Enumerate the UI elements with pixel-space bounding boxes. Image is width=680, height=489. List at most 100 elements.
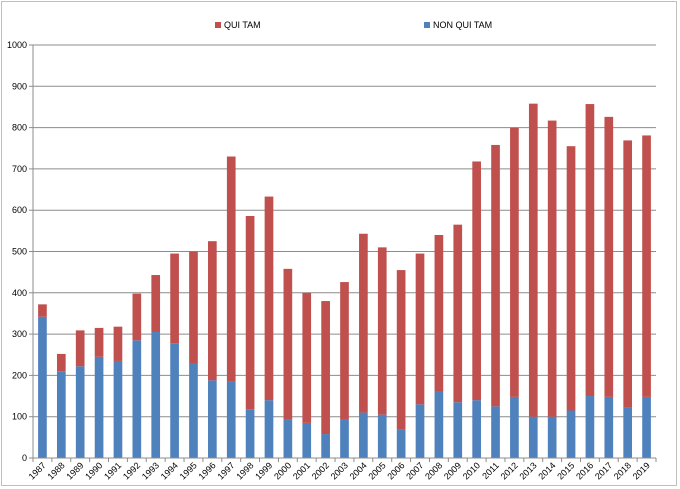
bar-non-qui-tam [245, 409, 255, 458]
x-tick-label: 1997 [215, 460, 236, 481]
legend-item: QUI TAM [215, 20, 261, 30]
bar-qui-tam [245, 215, 255, 410]
bar-qui-tam [604, 116, 614, 397]
bar-non-qui-tam [528, 416, 538, 458]
x-tick-label: 1994 [159, 460, 180, 481]
y-tick-label: 900 [12, 81, 27, 91]
x-tick-label: 2018 [612, 460, 633, 481]
legend: QUI TAM NON QUI TAM [215, 20, 492, 30]
bar-qui-tam [208, 241, 217, 381]
bar-qui-tam [396, 270, 406, 430]
x-tick-label: 2014 [536, 460, 557, 481]
x-tick-label: 2000 [272, 460, 293, 481]
bar-qui-tam [151, 275, 161, 333]
x-tick-label: 2017 [593, 460, 614, 481]
x-tick-label: 2012 [499, 460, 520, 481]
bar-qui-tam [226, 156, 236, 382]
bar-qui-tam [415, 253, 425, 405]
y-tick-label: 700 [12, 164, 27, 174]
x-tick-label: 1988 [45, 460, 66, 481]
y-tick-label: 1000 [7, 40, 27, 50]
x-tick-label: 2010 [461, 460, 482, 481]
y-tick-label: 800 [12, 123, 27, 133]
x-tick-labels: 1987198819891990199119921993199419951996… [27, 460, 652, 481]
y-tick-label: 200 [12, 370, 27, 380]
bar-qui-tam [170, 253, 179, 344]
bar-non-qui-tam [113, 360, 123, 458]
legend-swatch [424, 22, 430, 28]
bar-non-qui-tam [75, 366, 85, 458]
x-tick-label: 1990 [83, 460, 104, 481]
bar-non-qui-tam [604, 396, 614, 458]
bar-qui-tam [264, 196, 274, 401]
x-tick-label: 2005 [366, 460, 387, 481]
bar-non-qui-tam [415, 404, 425, 458]
bar-qui-tam [283, 268, 293, 420]
bar-non-qui-tam [56, 371, 66, 458]
x-tick-label: 2002 [310, 460, 331, 481]
x-tick-label: 2004 [348, 460, 369, 481]
bar-non-qui-tam [208, 380, 217, 458]
x-tick-label: 1992 [121, 460, 142, 481]
bar-non-qui-tam [472, 400, 481, 458]
bar-qui-tam [434, 234, 444, 392]
bar-qui-tam [528, 103, 538, 417]
bar-non-qui-tam [170, 343, 179, 458]
x-tick-label: 1995 [178, 460, 199, 481]
bar-non-qui-tam [151, 332, 161, 458]
x-tick-label: 2011 [480, 460, 501, 481]
x-tick-label: 1991 [102, 460, 123, 481]
axes [32, 45, 657, 462]
bar-qui-tam [132, 293, 142, 341]
bar-qui-tam [38, 304, 47, 317]
bar-qui-tam [321, 301, 330, 435]
y-tick-labels: 0 100 200 300 400 500 600 700 800 900 1000 [7, 40, 27, 463]
bar-non-qui-tam [132, 340, 142, 458]
bar-non-qui-tam [642, 396, 651, 458]
bar-non-qui-tam [623, 407, 633, 458]
x-tick-label: 1998 [234, 460, 255, 481]
x-tick-label: 2015 [555, 460, 576, 481]
bar-non-qui-tam [340, 419, 349, 458]
bar-non-qui-tam [434, 391, 444, 458]
bar-non-qui-tam [321, 434, 330, 458]
bar-qui-tam [623, 140, 633, 408]
bar-qui-tam [547, 120, 557, 417]
x-tick-label: 2006 [385, 460, 406, 481]
bar-non-qui-tam [283, 419, 293, 458]
x-tick-label: 2001 [291, 460, 312, 481]
bars [38, 103, 651, 459]
y-tick-label: 500 [12, 247, 27, 257]
bar-qui-tam [189, 251, 198, 364]
bar-qui-tam [453, 224, 463, 403]
bar-qui-tam [491, 144, 500, 407]
x-tick-label: 2003 [329, 460, 350, 481]
x-tick-label: 2013 [517, 460, 538, 481]
bar-non-qui-tam [547, 416, 557, 458]
bar-non-qui-tam [226, 381, 236, 458]
bar-qui-tam [585, 104, 595, 397]
x-tick-label: 1996 [197, 460, 218, 481]
y-tick-label: 600 [12, 205, 27, 215]
legend-label: QUI TAM [224, 20, 261, 30]
bar-qui-tam [56, 353, 66, 372]
bar-non-qui-tam [510, 396, 519, 458]
bar-non-qui-tam [377, 414, 387, 458]
y-tick-label: 0 [22, 453, 27, 463]
bar-non-qui-tam [359, 412, 368, 458]
bar-qui-tam [113, 326, 123, 361]
bar-qui-tam [340, 282, 349, 420]
x-tick-label: 1999 [253, 460, 274, 481]
legend-item: NON QUI TAM [424, 20, 492, 30]
bar-qui-tam [642, 135, 651, 397]
y-tick-label: 100 [12, 412, 27, 422]
bar-non-qui-tam [585, 396, 595, 458]
bar-non-qui-tam [491, 406, 500, 459]
bar-non-qui-tam [38, 316, 47, 458]
bar-qui-tam [566, 146, 576, 411]
bar-non-qui-tam [396, 429, 406, 458]
y-tick-label: 300 [12, 329, 27, 339]
x-tick-label: 2016 [574, 460, 595, 481]
bar-non-qui-tam [264, 400, 274, 458]
